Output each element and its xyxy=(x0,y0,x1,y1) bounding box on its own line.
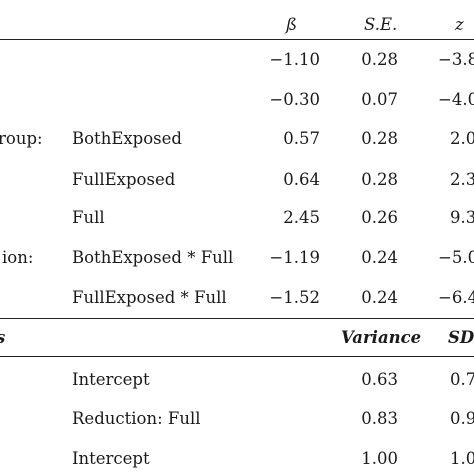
se-value: 0.26 xyxy=(361,208,398,227)
se-value: 0.24 xyxy=(361,248,398,267)
row-group-label: ion: xyxy=(2,248,34,267)
row-label: FullExposed xyxy=(72,170,176,189)
row-label: Intercept xyxy=(72,370,150,389)
header-rule xyxy=(0,39,474,40)
header-beta: ß xyxy=(286,15,298,34)
row-label: Reduction: Full xyxy=(72,409,201,428)
section-rule xyxy=(0,318,474,319)
se-value: 0.28 xyxy=(361,170,398,189)
beta-value: 0.64 xyxy=(283,170,320,189)
sd-value: 1.0 xyxy=(450,449,474,468)
se-value: 0.24 xyxy=(361,288,398,307)
z-value: −6.4 xyxy=(438,288,474,307)
random-header-label: s xyxy=(0,328,5,348)
row-label: BothExposed * Full xyxy=(72,248,234,267)
row-label: Intercept xyxy=(72,449,150,468)
header-se: S.E. xyxy=(364,15,398,34)
beta-value: 0.57 xyxy=(283,129,320,148)
z-value: 2.0 xyxy=(450,129,474,148)
row-label: BothExposed xyxy=(72,129,182,148)
z-value: −4.0 xyxy=(438,90,474,109)
variance-value: 0.63 xyxy=(361,370,398,389)
se-value: 0.28 xyxy=(361,129,398,148)
beta-value: 2.45 xyxy=(283,208,320,227)
beta-value: −0.30 xyxy=(269,90,320,109)
variance-value: 1.00 xyxy=(361,449,398,468)
header-sd: SD xyxy=(448,328,474,347)
z-value: 2.3 xyxy=(450,170,474,189)
z-value: 9.3 xyxy=(450,208,474,227)
beta-value: −1.19 xyxy=(269,248,320,267)
beta-value: −1.52 xyxy=(269,288,320,307)
beta-value: −1.10 xyxy=(269,50,320,69)
sd-value: 0.7 xyxy=(450,370,474,389)
row-group-label: roup: xyxy=(0,129,43,148)
z-value: −5.0 xyxy=(438,248,474,267)
z-value: −3.8 xyxy=(438,50,474,69)
se-value: 0.07 xyxy=(361,90,398,109)
se-value: 0.28 xyxy=(361,50,398,69)
header-z: z xyxy=(455,15,464,34)
variance-value: 0.83 xyxy=(361,409,398,428)
header-variance: Variance xyxy=(341,328,422,347)
random-header-rule xyxy=(0,356,474,357)
sd-value: 0.9 xyxy=(450,409,474,428)
row-label: Full xyxy=(72,208,105,227)
row-label: FullExposed * Full xyxy=(72,288,227,307)
